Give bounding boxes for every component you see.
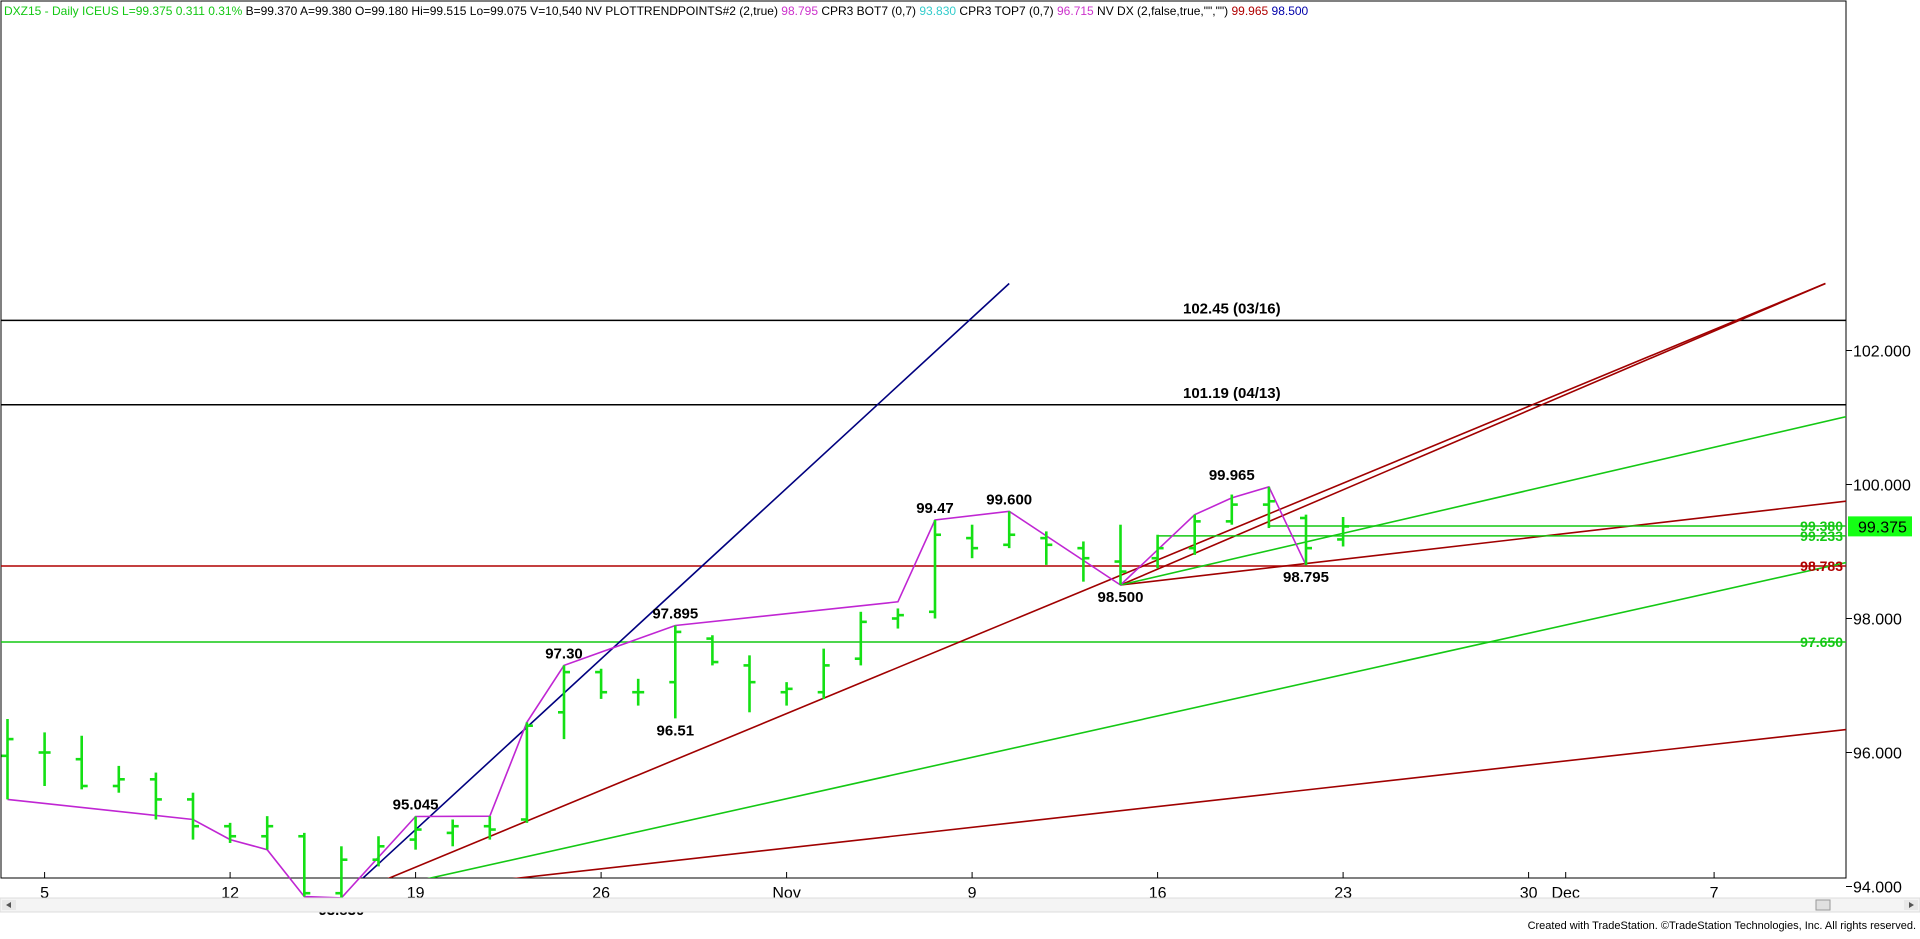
y-tick-label: 98.000	[1853, 612, 1902, 629]
scroll-thumb[interactable]	[1815, 899, 1831, 911]
ohlc-bar	[1077, 541, 1090, 582]
trend-line	[511, 728, 1846, 878]
ohlc-bar	[483, 816, 496, 840]
ohlc-bar	[891, 608, 904, 629]
horizontal-levels	[1, 319, 1846, 643]
price-level-label: 97.650	[1800, 634, 1843, 650]
ohlc-bar	[1003, 511, 1016, 549]
y-tick-label: 96.000	[1853, 746, 1902, 763]
x-tick-label: 5	[40, 885, 49, 902]
header-segment: CPR3 BOT7 (0,7)	[818, 4, 916, 18]
ohlc-bar	[817, 648, 830, 699]
credit-text: Created with TradeStation. ©TradeStation…	[1528, 920, 1916, 932]
y-axis: 94.000 96.000 98.000 100.000 102.000	[1846, 344, 1911, 897]
price-level-label: 99.380	[1800, 518, 1843, 534]
header-segment: 99.965	[1228, 4, 1268, 18]
ohlc-bar	[1188, 514, 1201, 555]
ohlc-bar	[966, 524, 979, 559]
last-price-label: 99.375	[1858, 519, 1907, 536]
chevron-left-icon	[6, 902, 11, 908]
chart-header: DXZ15 - Daily ICEUS L=99.375 0.311 0.31%…	[4, 4, 1309, 18]
plot-border	[0, 0, 1847, 879]
y-tick-label: 100.000	[1853, 478, 1911, 495]
ohlc-bar	[1, 719, 14, 800]
price-level-label: 98.783	[1800, 558, 1843, 574]
swing-annotation: 102.45 (03/16)	[1183, 300, 1281, 317]
swing-annotation: 95.045	[393, 796, 439, 813]
swing-annotation: 98.500	[1098, 589, 1144, 606]
ohlc-bar	[1151, 534, 1164, 569]
trend-lines	[361, 282, 1846, 878]
header-segment: 98.500	[1268, 4, 1308, 18]
header-segment: 96.715	[1054, 4, 1094, 18]
ohlc-bar	[632, 678, 645, 706]
swing-annotation: 96.51	[657, 722, 695, 739]
last-price-box	[1848, 516, 1912, 537]
ohlc-bar	[1262, 486, 1275, 529]
swing-annotation: 97.30	[545, 645, 583, 662]
ohlc-bar	[149, 772, 162, 820]
ohlc-bar	[706, 635, 719, 666]
ohlc-bar	[335, 846, 348, 898]
ohlc-bar	[1337, 516, 1350, 547]
ohlc-bar	[409, 816, 422, 850]
ohlc-bar	[520, 722, 533, 823]
trend-line	[387, 282, 1826, 878]
trend-line	[1120, 415, 1846, 586]
ohlc-bar	[558, 665, 570, 740]
x-tick-label: 7	[1710, 885, 1719, 902]
price-level-label: 99.233	[1800, 528, 1843, 544]
y-tick-label: 94.000	[1853, 880, 1902, 897]
header-segment: 93.830	[916, 4, 956, 18]
trend-line	[426, 561, 1846, 878]
swing-annotation: 98.795	[1283, 569, 1329, 586]
header-segment: 98.795	[778, 4, 818, 18]
header-segment: NV DX (2,false,true,"","")	[1094, 4, 1228, 18]
x-tick-label: 9	[968, 885, 977, 902]
ohlc-bar	[298, 832, 311, 897]
ohlc-bar	[669, 625, 682, 719]
ohlc-bar	[38, 732, 51, 786]
swing-annotation: 99.965	[1209, 467, 1255, 484]
header-segment: B=99.370 A=99.380 O=99.180 Hi=99.515 Lo=…	[242, 4, 778, 18]
ohlc-bar	[224, 822, 237, 843]
header-segment: L=99.375 0.311 0.31%	[119, 4, 243, 18]
ohlc-bar	[1300, 514, 1312, 566]
ohlc-bar	[743, 655, 756, 713]
short-levels	[1157, 525, 1846, 537]
ohlc-bar	[595, 668, 608, 699]
ohlc-bar	[1040, 531, 1053, 565]
trend-line	[361, 282, 1010, 878]
ohlc-bar	[1114, 524, 1127, 585]
ohlc-bar	[261, 816, 274, 850]
ohlc-bar	[187, 792, 199, 840]
swing-annotation: 97.895	[652, 606, 698, 623]
ohlc-bar	[446, 819, 459, 847]
ohlc-bar	[75, 735, 88, 790]
ohlc-bar	[929, 520, 941, 619]
header-segment: DXZ15 - Daily ICEUS	[4, 4, 119, 18]
price-bars	[1, 486, 1350, 898]
trend-line	[1120, 500, 1846, 586]
swing-annotation: 99.600	[986, 491, 1032, 508]
ohlc-bar	[780, 682, 793, 706]
y-tick-label: 102.000	[1853, 344, 1911, 361]
ohlc-bar	[854, 611, 867, 666]
ohlc-bar	[1225, 494, 1238, 525]
ohlc-bar	[372, 836, 385, 867]
chevron-right-icon	[1909, 902, 1914, 908]
scrollbar[interactable]	[0, 897, 1920, 913]
trend-line	[1120, 282, 1826, 586]
header-segment: CPR3 TOP7 (0,7)	[956, 4, 1054, 18]
swing-annotation: 101.19 (04/13)	[1183, 385, 1281, 402]
swing-annotation: 99.47	[916, 500, 954, 517]
ohlc-bar	[112, 765, 125, 793]
